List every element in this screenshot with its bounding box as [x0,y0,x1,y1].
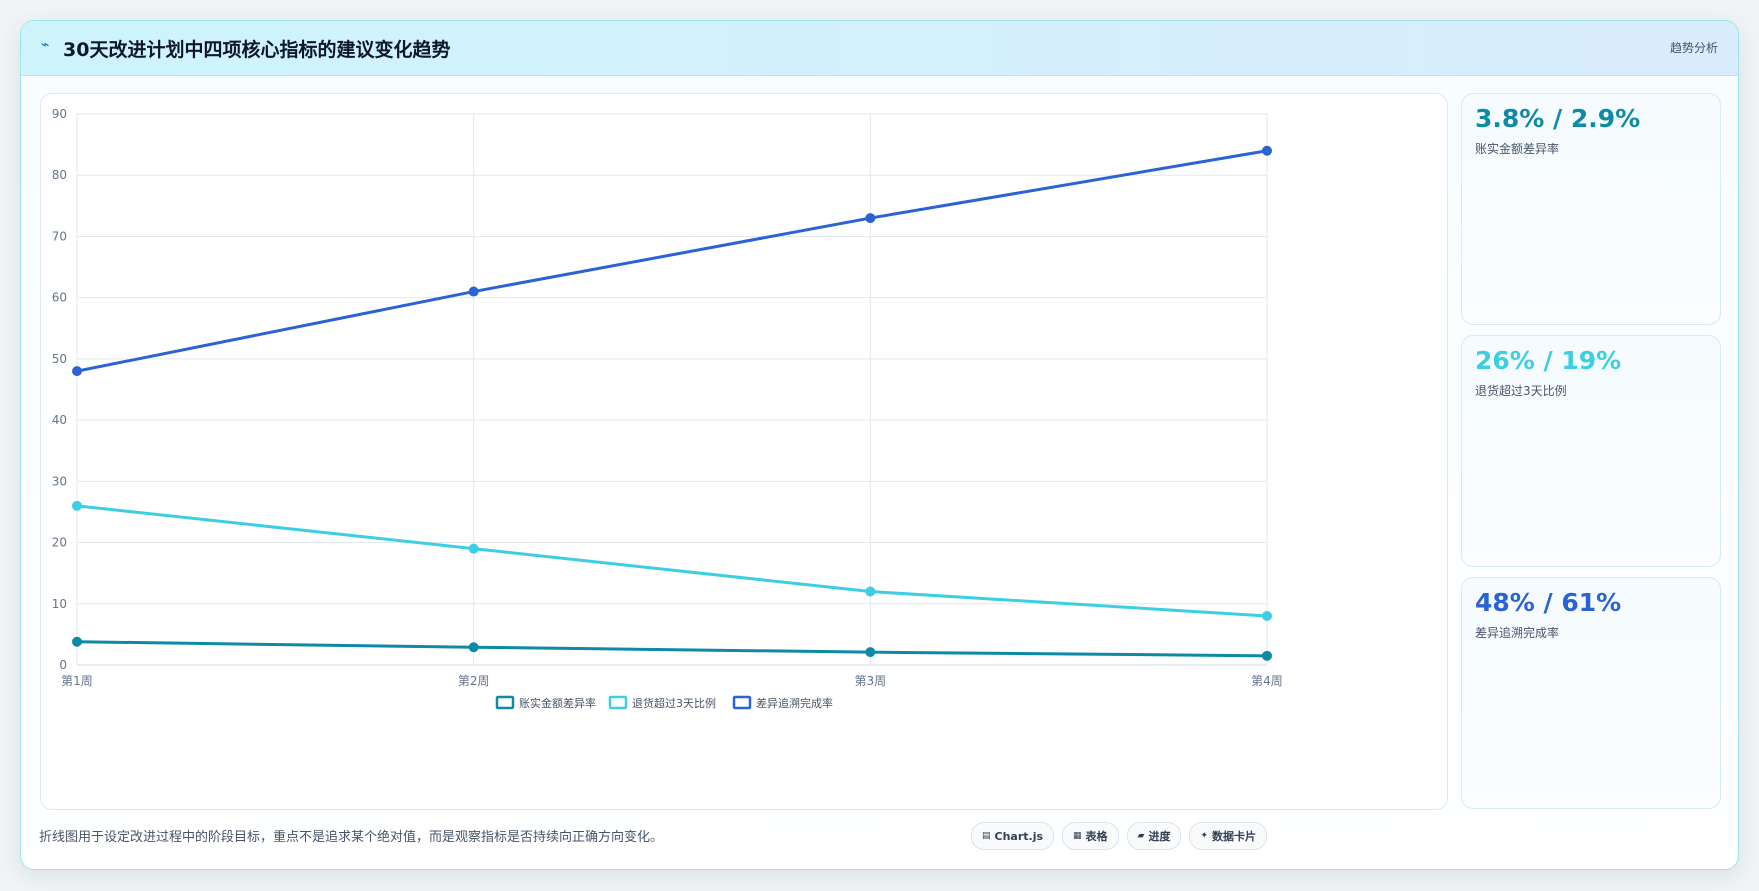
table-icon: ▦ [1073,831,1082,841]
x-tick-label: 第2周 [458,674,490,688]
data-card-button[interactable]: ✦ 数据卡片 [1189,822,1268,850]
y-tick-label: 0 [59,658,67,672]
data-point-ring [72,366,82,377]
table-button[interactable]: ▦ 表格 [1062,822,1119,850]
x-tick-label: 第1周 [61,674,93,688]
chart-card: ⌁ 30天改进计划中四项核心指标的建议变化趋势 趋势分析 0 10 20 30 40 50… [20,20,1739,870]
y-tick-label: 40 [52,413,67,427]
data-point-ring [1262,650,1272,661]
header-tag: 趋势分析 [1669,41,1718,55]
chart-panel: 0 10 20 30 40 50 60 70 80 90 第1周 第2周 第3周 第4周账实金额差异率 退货… [40,93,1448,810]
series-line [76,640,1268,658]
series-line [76,149,1268,373]
legend-label: 账实金额差异率 [519,696,596,710]
metric-card-2: 26% / 19% 退货超过3天比例 [1461,335,1721,567]
y-tick-label: 60 [52,291,67,305]
data-point-ring [865,213,876,224]
tool-label: 数据卡片 [1212,830,1257,843]
data-point-ring [72,636,82,647]
chartjs-button[interactable]: ▤ Chart.js [971,822,1055,850]
metric-value: 3.8% / 2.9% [1475,104,1641,133]
trend-icon: ⌁ [41,37,50,53]
y-tick-label: 80 [52,168,67,182]
metric-label: 差异追溯完成率 [1475,626,1560,640]
legend-swatch [495,695,515,710]
metric-card-1: 3.8% / 2.9% 账实金额差异率 [1461,93,1721,325]
footer-note: 折线图用于设定改进过程中的阶段目标，重点不是追求某个绝对值，而是观察指标是否持续… [39,830,664,845]
data-point-ring [72,500,82,511]
y-tick-label: 10 [52,597,67,611]
metric-value: 48% / 61% [1475,588,1622,617]
legend-label: 差异追溯完成率 [756,696,833,710]
data-point-ring [1262,145,1272,156]
chart-title: 30天改进计划中四项核心指标的建议变化趋势 [63,39,451,61]
progress-button[interactable]: ▰ 进度 [1126,822,1182,850]
y-tick-label: 30 [52,474,67,488]
metric-value: 26% / 19% [1475,346,1622,375]
x-tick-label: 第3周 [855,674,887,688]
chart-icon: ▤ [982,831,991,841]
metric-label: 退货超过3天比例 [1475,384,1567,398]
sparkle-icon: ✦ [1200,831,1209,841]
tool-buttons: ▤ Chart.js ▦ 表格 ▰ 进度 ✦ 数据卡片 [971,822,1268,850]
series-line [76,504,1268,618]
tool-label: Chart.js [994,829,1044,843]
data-point-ring [468,543,479,554]
data-point-ring [468,286,479,297]
y-tick-label: 20 [52,536,67,550]
data-point-ring [865,647,876,658]
metric-label: 账实金额差异率 [1475,142,1560,156]
legend-swatch [608,695,628,710]
tool-label: 表格 [1085,830,1108,843]
legend-swatch [732,695,752,710]
y-tick-label: 90 [52,107,67,121]
tool-label: 进度 [1148,830,1171,843]
progress-icon: ▰ [1137,831,1145,841]
data-point-ring [1262,611,1272,622]
data-point-ring [865,586,876,597]
card-header: ⌁ 30天改进计划中四项核心指标的建议变化趋势 趋势分析 [21,21,1738,76]
x-tick-label: 第4周 [1251,674,1283,688]
metric-card-3: 48% / 61% 差异追溯完成率 [1461,577,1721,809]
y-tick-label: 70 [52,229,67,243]
y-tick-label: 50 [52,352,67,366]
legend-label: 退货超过3天比例 [632,696,716,710]
data-point-ring [468,642,479,653]
